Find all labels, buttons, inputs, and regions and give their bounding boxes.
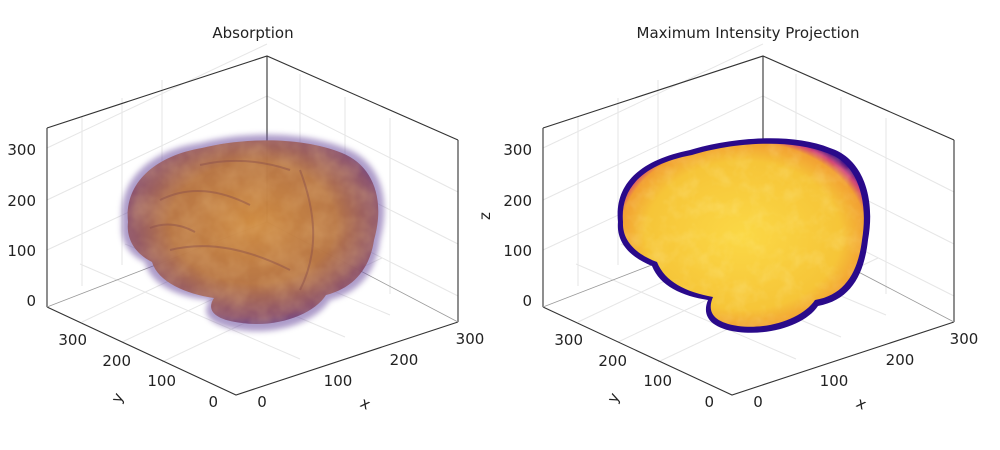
absorption-z-tick: 300 xyxy=(7,141,36,159)
mip-y-tick: 300 xyxy=(554,331,583,349)
mip-y-tick: 200 xyxy=(598,352,627,370)
absorption-z-tick: 0 xyxy=(26,292,36,310)
absorption-x-tick: 100 xyxy=(324,372,353,390)
mip-z-ticks: 0 100 200 300 xyxy=(503,141,532,310)
absorption-title: Absorption xyxy=(212,24,293,42)
absorption-z-tick: 200 xyxy=(7,192,36,210)
mip-x-tick: 200 xyxy=(886,351,915,369)
mip-z-tick: 0 xyxy=(522,292,532,310)
absorption-z-tick: 100 xyxy=(7,242,36,260)
absorption-y-tick: 100 xyxy=(147,372,176,390)
mip-x-label: x xyxy=(853,394,869,414)
mip-z-tick: 300 xyxy=(503,141,532,159)
absorption-panel: Absorption xyxy=(7,24,484,414)
mip-y-ticks: 0 100 200 300 xyxy=(554,331,714,411)
mip-y-tick: 0 xyxy=(704,393,714,411)
absorption-x-label: x xyxy=(357,394,373,414)
absorption-x-ticks: 0 100 200 300 xyxy=(257,330,484,411)
absorption-y-tick: 0 xyxy=(208,393,218,411)
mip-x-tick: 300 xyxy=(950,330,979,348)
mip-panel: Maximum Intensity Projection xyxy=(476,24,978,414)
mip-z-tick: 100 xyxy=(503,242,532,260)
absorption-y-tick: 200 xyxy=(102,352,131,370)
absorption-volume xyxy=(121,134,385,332)
mip-y-label: y xyxy=(603,390,623,406)
absorption-x-tick: 0 xyxy=(257,393,267,411)
mip-volume xyxy=(617,138,871,333)
mip-title: Maximum Intensity Projection xyxy=(637,24,860,42)
mip-z-label: z xyxy=(476,212,494,220)
mip-x-tick: 100 xyxy=(820,372,849,390)
mip-frame xyxy=(542,55,955,396)
mip-y-tick: 100 xyxy=(643,372,672,390)
absorption-y-ticks: 0 100 200 300 xyxy=(58,331,218,411)
mip-x-ticks: 0 100 200 300 xyxy=(753,330,978,411)
absorption-z-ticks: 0 100 200 300 xyxy=(7,141,36,310)
mip-x-tick: 0 xyxy=(753,393,763,411)
mip-z-tick: 200 xyxy=(503,192,532,210)
absorption-x-tick: 300 xyxy=(456,330,485,348)
absorption-y-tick: 300 xyxy=(58,331,87,349)
absorption-x-tick: 200 xyxy=(390,351,419,369)
absorption-y-label: y xyxy=(107,390,127,406)
